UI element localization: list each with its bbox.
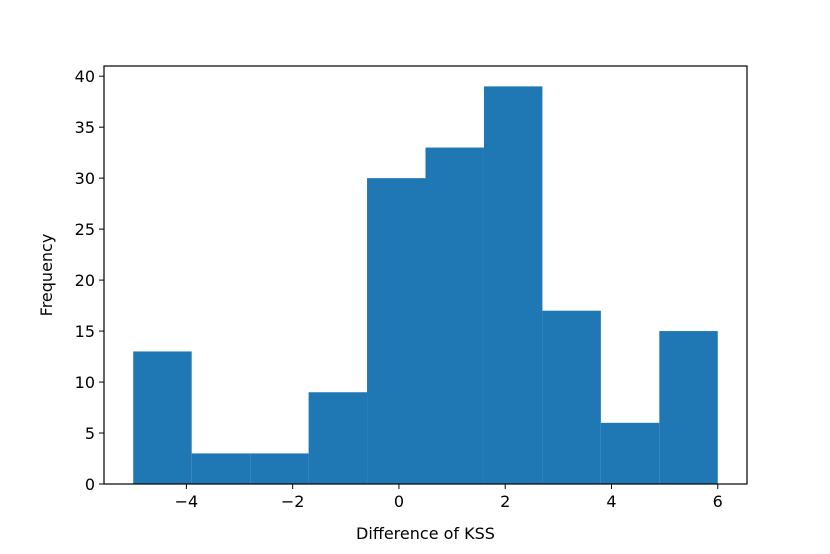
x-tick-label-4: 4 (606, 492, 616, 511)
x-axis-label: Difference of KSS (356, 524, 495, 543)
histogram-bar-2 (250, 453, 309, 484)
y-tick-label-6: 30 (75, 169, 95, 188)
y-tick-label-1: 5 (85, 424, 95, 443)
y-tick-label-7: 35 (75, 118, 95, 137)
y-axis-label: Frequency (37, 234, 56, 317)
x-tick-label-1: −2 (281, 492, 305, 511)
x-tick-label-3: 2 (500, 492, 510, 511)
histogram-bar-8 (600, 422, 660, 484)
y-tick-label-8: 40 (75, 67, 95, 86)
histogram-bar-0 (133, 351, 192, 484)
histogram-bar-9 (659, 331, 718, 484)
x-tick-label-0: −4 (175, 492, 199, 511)
y-tick-label-5: 25 (75, 220, 95, 239)
histogram-bar-3 (308, 392, 368, 484)
histogram-bar-1 (191, 453, 251, 484)
x-tick-label-2: 0 (394, 492, 404, 511)
x-axis-ticks: −4 −2 0 2 4 6 (175, 484, 723, 511)
plot-frame (103, 65, 748, 485)
histogram-bar-7 (542, 310, 601, 484)
histogram-bar-4 (367, 178, 426, 484)
y-tick-label-4: 20 (75, 271, 95, 290)
y-tick-label-0: 0 (85, 475, 95, 494)
histogram-bar-5 (425, 147, 484, 484)
y-tick-label-3: 15 (75, 322, 95, 341)
x-tick-label-5: 6 (713, 492, 723, 511)
y-axis-ticks: 0 5 10 15 20 25 30 35 40 (75, 67, 104, 494)
bars-group (133, 86, 718, 484)
histogram-bar-6 (483, 86, 543, 484)
y-tick-label-2: 10 (75, 373, 95, 392)
